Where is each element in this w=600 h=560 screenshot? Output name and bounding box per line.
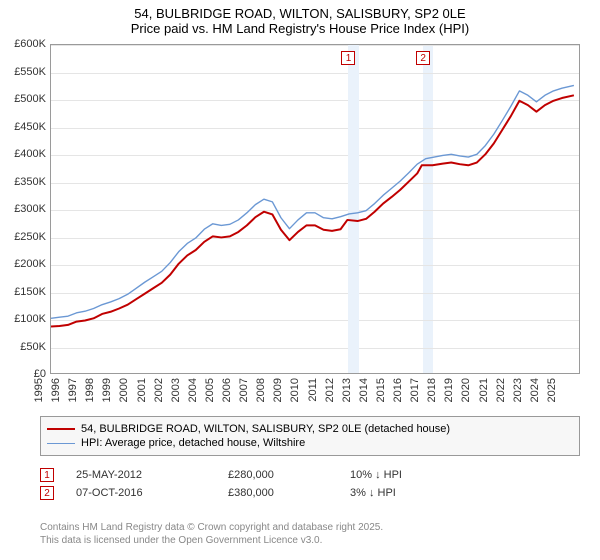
- legend-swatch: [47, 443, 75, 444]
- line-chart-svg: [51, 45, 579, 373]
- y-axis-label: £600K: [14, 38, 46, 50]
- copyright-footnote: Contains HM Land Registry data © Crown c…: [40, 522, 383, 547]
- footnote-line: This data is licensed under the Open Gov…: [40, 535, 383, 548]
- y-axis-label: £50K: [20, 341, 46, 353]
- legend-item: 54, BULBRIDGE ROAD, WILTON, SALISBURY, S…: [47, 423, 573, 435]
- chart-title-block: 54, BULBRIDGE ROAD, WILTON, SALISBURY, S…: [0, 0, 600, 36]
- y-axis-label: £400K: [14, 148, 46, 160]
- title-line-2: Price paid vs. HM Land Registry's House …: [0, 21, 600, 36]
- title-line-1: 54, BULBRIDGE ROAD, WILTON, SALISBURY, S…: [0, 6, 600, 21]
- y-axis-label: £100K: [14, 313, 46, 325]
- y-axis-label: £550K: [14, 66, 46, 78]
- legend-box: 54, BULBRIDGE ROAD, WILTON, SALISBURY, S…: [40, 416, 580, 456]
- transaction-relative: 10% ↓ HPI: [350, 469, 470, 481]
- plot-area: 12: [50, 44, 580, 374]
- y-axis-label: £200K: [14, 258, 46, 270]
- transaction-marker: 1: [40, 468, 54, 482]
- y-axis-label: £350K: [14, 176, 46, 188]
- legend-swatch: [47, 428, 75, 430]
- y-axis-label: £500K: [14, 93, 46, 105]
- table-row: 2 07-OCT-2016 £380,000 3% ↓ HPI: [40, 486, 580, 500]
- transaction-relative: 3% ↓ HPI: [350, 487, 470, 499]
- y-axis-label: £150K: [14, 286, 46, 298]
- y-axis-label: £250K: [14, 231, 46, 243]
- table-row: 1 25-MAY-2012 £280,000 10% ↓ HPI: [40, 468, 580, 482]
- series-price_paid: [51, 95, 574, 326]
- transaction-marker: 2: [40, 486, 54, 500]
- transaction-date: 07-OCT-2016: [76, 487, 206, 499]
- chart-marker: 2: [416, 51, 430, 65]
- legend-label: 54, BULBRIDGE ROAD, WILTON, SALISBURY, S…: [81, 423, 450, 435]
- legend-label: HPI: Average price, detached house, Wilt…: [81, 437, 305, 449]
- y-axis-label: £300K: [14, 203, 46, 215]
- transaction-price: £280,000: [228, 469, 328, 481]
- transaction-date: 25-MAY-2012: [76, 469, 206, 481]
- chart-area: 12 £0£50K£100K£150K£200K£250K£300K£350K£…: [0, 38, 600, 408]
- footnote-line: Contains HM Land Registry data © Crown c…: [40, 522, 383, 535]
- chart-marker: 1: [341, 51, 355, 65]
- series-hpi: [51, 85, 574, 318]
- transactions-table: 1 25-MAY-2012 £280,000 10% ↓ HPI 2 07-OC…: [40, 464, 580, 504]
- x-axis-label: 2025: [546, 378, 580, 402]
- legend-item: HPI: Average price, detached house, Wilt…: [47, 437, 573, 449]
- transaction-price: £380,000: [228, 487, 328, 499]
- y-axis-label: £450K: [14, 121, 46, 133]
